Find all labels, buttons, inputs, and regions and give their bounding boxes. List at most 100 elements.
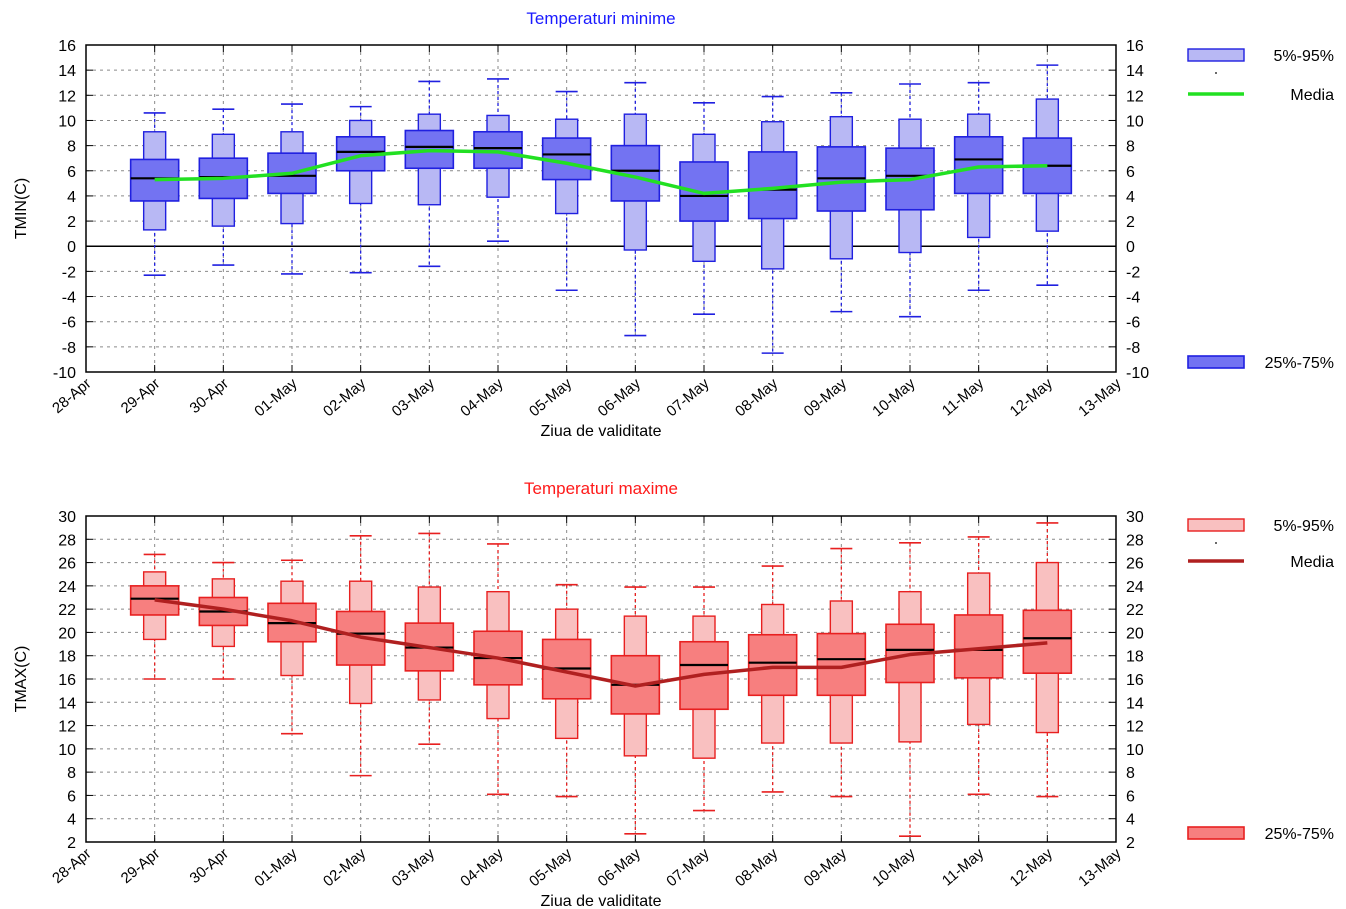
y-tick-label-right: 16 [1126, 38, 1144, 55]
y-tick-label-right: 10 [1126, 113, 1144, 130]
x-tick-label: 03-May [389, 375, 439, 420]
x-tick-label: 29-Apr [118, 845, 163, 887]
y-tick-label-left: 6 [67, 788, 76, 805]
x-tick-label: 01-May [251, 845, 301, 890]
y-tick-label-left: -10 [53, 365, 76, 382]
y-axis: -10 -10 -8 -8 -6 -6 -4 -4 -2 -2 0 0 2 2 4 4 6 6 8 8 10 10 12 12… [53, 38, 1149, 382]
box-30-Apr [198, 108, 249, 266]
y-tick-label-left: -8 [62, 340, 76, 357]
y-tick-label-right: 2 [1126, 835, 1135, 852]
y-tick-label-right: 26 [1126, 556, 1144, 573]
legend-label-mean: Media [1290, 87, 1334, 104]
box-07-May [679, 586, 729, 812]
box-04-May [473, 78, 523, 242]
y-tick-label-left: 2 [67, 214, 76, 231]
x-tick-label: 29-Apr [118, 375, 163, 417]
box-p25-p75 [1022, 609, 1073, 674]
x-tick-label: 07-May [663, 375, 713, 420]
plot-frame [85, 44, 1117, 373]
y-tick-label-right: 18 [1126, 649, 1144, 666]
legend-label-p25-p75: 25%-75% [1265, 826, 1334, 843]
y-tick-label-right: 8 [1126, 765, 1135, 782]
y-tick-label-left: 0 [67, 239, 76, 256]
x-tick-label: 08-May [732, 375, 782, 420]
legend-swatch-p25-p75 [1187, 355, 1245, 369]
y-tick-label-left: 16 [58, 38, 76, 55]
y-tick-label-right: 24 [1126, 579, 1144, 596]
y-tick-label-right: -6 [1126, 315, 1140, 332]
box-03-May [404, 532, 455, 746]
y-tick-label-left: 4 [67, 189, 76, 206]
box-02-May [335, 534, 386, 777]
legend-swatch-p5-p95 [1187, 518, 1245, 532]
y-tick-label-left: -4 [62, 290, 76, 307]
y-tick-label-right: 16 [1126, 672, 1144, 689]
y-tick-label-left: 12 [58, 88, 76, 105]
box-p25-p75 [747, 633, 798, 697]
y-tick-label-right: -2 [1126, 264, 1140, 281]
x-axis-label: Ziua de validitate [541, 893, 662, 909]
x-tick-label: 12-May [1007, 375, 1057, 420]
x-tick-label: 09-May [801, 845, 851, 890]
plot-frame [85, 515, 1117, 843]
y-tick-label-right: 14 [1126, 63, 1144, 80]
y-tick-label-left: 24 [58, 579, 76, 596]
y-tick-label-right: 28 [1126, 532, 1144, 549]
y-axis-label: TMIN(C) [13, 178, 30, 239]
legend-label-p25-p75: 25%-75% [1265, 355, 1334, 372]
legend-dot [1215, 72, 1217, 74]
legend: 5%-95% Media 25%-75% [1187, 48, 1334, 372]
x-tick-label: 01-May [251, 375, 301, 420]
legend-label-mean: Media [1290, 554, 1334, 571]
box-series [129, 522, 1073, 837]
legend-label-p5-p95: 5%-95% [1274, 48, 1334, 65]
y-tick-label-left: 30 [58, 509, 76, 526]
y-tick-label-left: -2 [62, 264, 76, 281]
x-tick-label: 07-May [663, 845, 713, 890]
box-10-May [885, 83, 935, 318]
y-tick-label-left: 8 [67, 139, 76, 156]
x-axis-label: Ziua de validitate [541, 423, 662, 440]
box-11-May [953, 81, 1004, 292]
x-tick-label: 04-May [457, 375, 507, 420]
y-tick-label-left: 14 [58, 695, 76, 712]
y-tick-label-right: 6 [1126, 788, 1135, 805]
y-tick-label-right: 12 [1126, 719, 1144, 736]
box-05-May [541, 90, 592, 292]
x-tick-label: 05-May [526, 375, 576, 420]
y-tick-label-left: 26 [58, 556, 76, 573]
y-tick-label-right: 6 [1126, 164, 1135, 181]
legend-dot [1215, 542, 1217, 544]
x-tick-label: 06-May [595, 845, 645, 890]
y-tick-label-left: 2 [67, 835, 76, 852]
box-12-May [1022, 64, 1073, 287]
x-tick-label: 09-May [801, 375, 851, 420]
x-tick-label: 13-May [1075, 375, 1125, 420]
box-06-May [610, 81, 661, 337]
legend-label-p5-p95: 5%-95% [1274, 518, 1334, 535]
box-10-May [885, 541, 935, 837]
x-tick-label: 08-May [732, 845, 782, 890]
legend-swatch-p25-p75 [1187, 826, 1245, 840]
box-05-May [541, 583, 592, 798]
y-tick-label-left: 16 [58, 672, 76, 689]
x-tick-label: 13-May [1075, 845, 1125, 890]
box-02-May [335, 105, 386, 274]
chart-title: Temperaturi minime [526, 9, 675, 28]
x-tick-label: 30-Apr [186, 375, 231, 417]
box-30-Apr [198, 561, 249, 680]
y-tick-label-right: 4 [1126, 189, 1135, 206]
y-tick-label-left: 18 [58, 649, 76, 666]
y-tick-label-left: 22 [58, 602, 76, 619]
box-01-May [267, 103, 317, 275]
x-axis: 28-Apr 29-Apr 30-Apr 01-May 02-May 03-May 04-M… [49, 516, 1125, 890]
y-tick-label-right: 30 [1126, 509, 1144, 526]
y-tick-label-left: 10 [58, 113, 76, 130]
y-tick-label-left: 6 [67, 164, 76, 181]
y-tick-label-left: 28 [58, 532, 76, 549]
x-tick-label: 02-May [320, 845, 370, 890]
box-08-May [747, 565, 798, 793]
x-tick-label: 11-May [939, 845, 988, 890]
